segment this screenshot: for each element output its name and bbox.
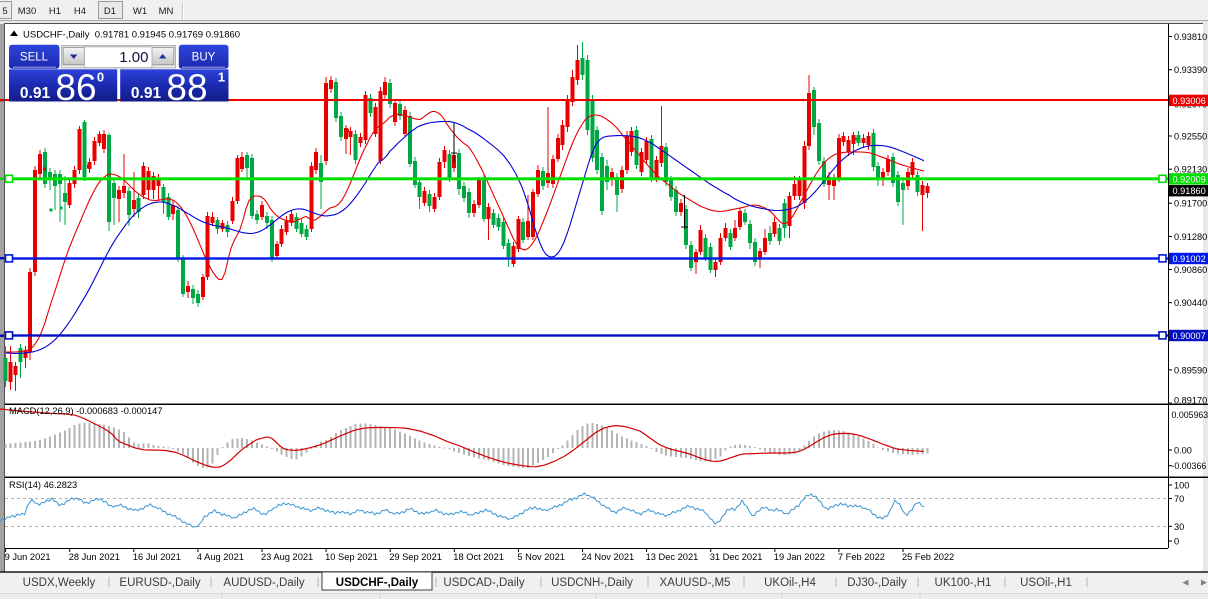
svg-text:18 Oct 2021: 18 Oct 2021 <box>453 552 504 562</box>
svg-text:0.91700: 0.91700 <box>1174 199 1207 209</box>
svg-text:-0.00366: -0.00366 <box>1172 461 1207 471</box>
svg-text:88: 88 <box>166 67 207 108</box>
svg-text:0.005963: 0.005963 <box>1172 410 1208 420</box>
svg-text:0.91860: 0.91860 <box>1173 186 1206 196</box>
svg-text:USDCHF-,Daily 0.91781 0.91945: USDCHF-,Daily 0.91781 0.91945 0.91769 0.… <box>23 30 240 41</box>
svg-text:10 Sep 2021: 10 Sep 2021 <box>325 552 378 562</box>
svg-text:0.90860: 0.90860 <box>1174 265 1207 275</box>
svg-text:UK100-,H1: UK100-,H1 <box>935 577 992 589</box>
svg-text:0.89590: 0.89590 <box>1174 365 1207 375</box>
svg-text:►: ► <box>1199 578 1208 589</box>
svg-text:13 Dec 2021: 13 Dec 2021 <box>646 552 699 562</box>
svg-text:USDCAD-,Daily: USDCAD-,Daily <box>443 577 524 589</box>
svg-text:100: 100 <box>1174 481 1189 491</box>
svg-text:0: 0 <box>1174 537 1179 547</box>
svg-text:AUDUSD-,Daily: AUDUSD-,Daily <box>223 577 304 589</box>
svg-text:0.90007: 0.90007 <box>1173 331 1206 341</box>
svg-text:USDX,Weekly: USDX,Weekly <box>23 577 96 589</box>
svg-text:16 Jul 2021: 16 Jul 2021 <box>133 552 181 562</box>
svg-text:0.00: 0.00 <box>1174 446 1192 456</box>
svg-text:86: 86 <box>55 67 96 108</box>
svg-text:USOil-,H1: USOil-,H1 <box>1020 577 1072 589</box>
svg-text:19 Jan 2022: 19 Jan 2022 <box>774 552 825 562</box>
svg-text:9 Jun 2021: 9 Jun 2021 <box>5 552 51 562</box>
svg-text:UKOil-,H4: UKOil-,H4 <box>764 577 816 589</box>
svg-text:XAUUSD-,M5: XAUUSD-,M5 <box>660 577 731 589</box>
svg-text:M30: M30 <box>18 6 36 17</box>
svg-text:29 Sep 2021: 29 Sep 2021 <box>389 552 442 562</box>
svg-text:30: 30 <box>1174 522 1184 532</box>
svg-text:28 Jun 2021: 28 Jun 2021 <box>69 552 120 562</box>
svg-text:◄: ◄ <box>1181 578 1191 589</box>
svg-text:31 Dec 2021: 31 Dec 2021 <box>710 552 763 562</box>
svg-text:MN: MN <box>159 6 174 17</box>
svg-text:0.92550: 0.92550 <box>1174 132 1207 142</box>
svg-text:H1: H1 <box>49 6 61 17</box>
svg-text:0.92130: 0.92130 <box>1174 165 1207 175</box>
svg-text:H4: H4 <box>74 6 86 17</box>
svg-text:USDCHF-,Daily: USDCHF-,Daily <box>336 577 419 589</box>
svg-text:4 Aug 2021: 4 Aug 2021 <box>197 552 244 562</box>
svg-text:RSI(14) 46.2823: RSI(14) 46.2823 <box>9 480 77 490</box>
svg-text:0: 0 <box>97 70 104 85</box>
svg-text:24 Nov 2021: 24 Nov 2021 <box>582 552 635 562</box>
svg-text:0.89170: 0.89170 <box>1174 395 1207 405</box>
svg-text:0.91280: 0.91280 <box>1174 232 1207 242</box>
svg-text:BUY: BUY <box>192 52 216 64</box>
svg-text:W1: W1 <box>133 6 147 17</box>
svg-text:0.93006: 0.93006 <box>1173 96 1206 106</box>
svg-text:5: 5 <box>2 6 7 17</box>
svg-text:23 Aug 2021: 23 Aug 2021 <box>261 552 313 562</box>
svg-text:0.90440: 0.90440 <box>1174 298 1207 308</box>
svg-text:5 Nov 2021: 5 Nov 2021 <box>517 552 565 562</box>
svg-text:7 Feb 2022: 7 Feb 2022 <box>838 552 885 562</box>
svg-text:DJ30-,Daily: DJ30-,Daily <box>847 577 907 589</box>
svg-text:70: 70 <box>1174 494 1184 504</box>
svg-text:D1: D1 <box>104 6 116 17</box>
svg-text:0.93810: 0.93810 <box>1174 32 1207 42</box>
svg-text:0.93390: 0.93390 <box>1174 65 1207 75</box>
svg-text:0.91: 0.91 <box>20 85 51 102</box>
svg-text:EURUSD-,Daily: EURUSD-,Daily <box>119 577 200 589</box>
svg-text:1.00: 1.00 <box>119 49 148 66</box>
svg-text:MACD(12,26,9) -0.000683 -0.000: MACD(12,26,9) -0.000683 -0.000147 <box>9 406 163 416</box>
svg-text:0.91: 0.91 <box>131 85 162 102</box>
svg-text:SELL: SELL <box>20 52 49 64</box>
svg-text:1: 1 <box>218 70 225 85</box>
svg-text:USDCNH-,Daily: USDCNH-,Daily <box>551 577 633 589</box>
svg-text:25 Feb 2022: 25 Feb 2022 <box>902 552 954 562</box>
svg-text:0.92009: 0.92009 <box>1173 174 1206 184</box>
svg-text:0.91002: 0.91002 <box>1173 254 1206 264</box>
